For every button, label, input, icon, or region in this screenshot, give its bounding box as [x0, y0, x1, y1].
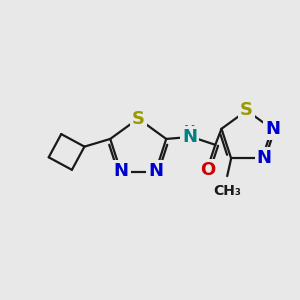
Text: S: S — [132, 110, 145, 128]
Text: CH₃: CH₃ — [213, 184, 241, 198]
Text: H: H — [184, 124, 196, 138]
Text: N: N — [257, 149, 272, 167]
Text: O: O — [200, 161, 215, 179]
Text: N: N — [266, 120, 280, 138]
Text: S: S — [240, 101, 253, 119]
Text: N: N — [182, 128, 197, 146]
Text: N: N — [148, 162, 163, 180]
Text: N: N — [113, 162, 128, 180]
